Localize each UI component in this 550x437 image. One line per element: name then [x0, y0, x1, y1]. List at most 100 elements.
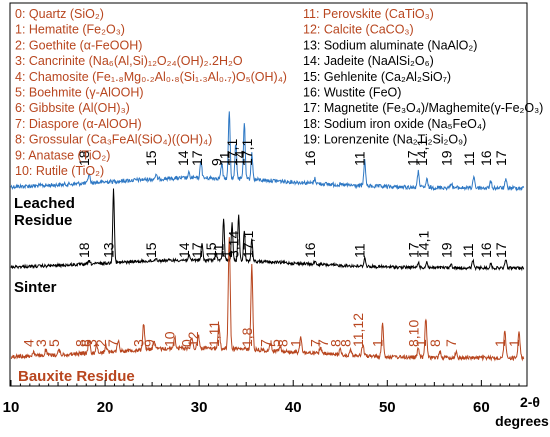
sinter-peak-label: 17 [405, 242, 421, 258]
sinter-peak-label: 11 [460, 243, 476, 258]
leached-peak-label: 14 [231, 150, 247, 166]
legend-entry: 7: Diaspore (α-AlOOH) [15, 117, 142, 131]
leached-peak-label: 17 [493, 150, 509, 166]
legend-entry: 16: Wustite (FeO) [303, 86, 401, 100]
bauxite-peak-label: 3 [131, 339, 147, 347]
series-label-sinter: Sinter [14, 279, 57, 296]
series-label-residue: Residue [14, 212, 72, 229]
bauxite-peak-label: 1 [288, 339, 304, 347]
bauxite-peak-label: 8 [275, 339, 291, 347]
legend-entry: 2: Goethite (α-FeOOH) [15, 38, 142, 52]
series-label-leached: Leached [14, 195, 75, 212]
x-axis-label-line2: degrees [495, 413, 549, 429]
sinter-peak-label: 1 [219, 250, 235, 258]
legend-entry: 19: Lorenzenite (Na₂Ti₂Si₂O₉) [303, 133, 467, 147]
leached-peak-label: 14 [175, 150, 191, 166]
leached-peak-label: 17 [404, 150, 420, 166]
leached-peak-label: 11 [461, 151, 477, 166]
leached-peak-label: 16 [302, 150, 318, 166]
bauxite-peak-label: 8 [327, 339, 343, 347]
leached-peak-label: 17 [189, 150, 205, 166]
legend-entry: 5: Boehmite (γ-AlOOH) [15, 86, 144, 100]
sinter-peak-label: 17 [189, 242, 205, 258]
bauxite-peak-label: 7 [258, 339, 274, 347]
sinter-peak-label: 16 [478, 242, 494, 258]
legend-entry: 13: Sodium aluminate (NaAlO₂) [303, 38, 477, 52]
x-tick-label: 60 [473, 399, 490, 416]
series-label-bauxite: Bauxite Residue [18, 368, 135, 385]
x-tick-label: 50 [379, 399, 396, 416]
legend-entry: 11: Perovskite (CaTiO₃) [303, 7, 434, 21]
x-tick-label: 20 [97, 399, 114, 416]
legend-entry: 1: Hematite (Fe₂O₃) [15, 23, 125, 37]
bauxite-peak-label: 7 [308, 339, 324, 347]
leached-peak-label: 19 [438, 150, 454, 166]
x-tick-label: 30 [191, 399, 208, 416]
bauxite-peak-label: 7 [315, 339, 331, 347]
x-tick-label: 40 [285, 399, 302, 416]
legend-entry: 14: Jadeite (NaAlSi₂O₆) [303, 54, 434, 68]
bauxite-peak-label: 1 [413, 339, 429, 347]
leached-peak-label: 9 [209, 158, 225, 166]
bauxite-peak-label: 4 [21, 339, 37, 347]
bauxite-peak-label: 6 [78, 339, 94, 347]
bauxite-peak-label: 5 [46, 339, 62, 347]
sinter-peak-label: 16 [302, 242, 318, 258]
leached-peak-label: 14,1 [414, 139, 430, 166]
bauxite-peak-label: 5 [267, 339, 283, 347]
bauxite-peak-label: 1,11 [206, 321, 222, 347]
bauxite-peak-label: 1,8 [239, 327, 255, 347]
sinter-peak-label: 18 [76, 242, 92, 258]
bauxite-peak-label: 1 [506, 339, 522, 347]
legend-entry: 8: Grossular (Ca₃FeAl(SiO₄)((OH)₄) [15, 133, 212, 147]
x-tick-label: 10 [3, 399, 20, 416]
leached-peak-label: 17,1 [239, 139, 255, 166]
x-axis-label-line1: 2-θ [520, 394, 540, 410]
sinter-peak-label: 3,14 [226, 231, 242, 258]
sinter-peak-label: 13 [101, 242, 117, 258]
leached-peak-label: 16 [478, 150, 494, 166]
legend-entry: 9: Anatase (TiO₂) [15, 148, 110, 162]
sinter-trace [10, 188, 525, 272]
leached-peak-label: 11 [216, 151, 232, 166]
plot-frame [9, 2, 528, 387]
legend-entry: 3: Cancrinite (Na₆(Al,Si)₁₂O₂₄(OH)₂.2H₂O [15, 54, 243, 68]
sinter-peak-label: 11 [211, 243, 227, 258]
bauxite-peak-label: 8 [427, 339, 443, 347]
bauxite-peak-label: 9 [141, 339, 157, 347]
bauxite-peak-label: 10 [162, 331, 178, 347]
legend-entry: 0: Quartz (SiO₂) [15, 7, 104, 21]
bauxite-peak-label: 11,12 [350, 313, 366, 347]
bauxite-peak-label: 12 [185, 331, 201, 347]
bauxite-peak-label: 1 [492, 339, 508, 347]
bauxite-peak-label: 2 [93, 339, 109, 347]
legend-entry: 10: Rutile (TiO₂) [15, 164, 104, 178]
sinter-peak-label: 15 [143, 242, 159, 258]
bauxite-peak-label: 7 [443, 339, 459, 347]
sinter-peak-label: 17,1 [240, 231, 256, 258]
legend-entry: 18: Sodium iron oxide (Na₅FeO₄) [303, 117, 486, 131]
bauxite-residue-trace [10, 237, 525, 362]
legend-entry: 6: Gibbsite (Al(OH)₃) [15, 101, 130, 115]
sinter-peak-label: 11 [352, 243, 368, 258]
sinter-peak-label: 15 [203, 242, 219, 258]
bauxite-peak-label: 8,10 [405, 320, 421, 347]
sinter-peak-label: 19 [438, 242, 454, 258]
bauxite-peak-label: 1 [370, 339, 386, 347]
bauxite-peak-label: 7 [105, 339, 121, 347]
sinter-peak-label: 14,1 [416, 231, 432, 258]
bauxite-peak-label: 8 [72, 339, 88, 347]
sinter-peak-label: 14 [176, 242, 192, 258]
leached-peak-label: 15 [143, 150, 159, 166]
sinter-peak-label: 17 [493, 242, 509, 258]
legend-entry: 17: Magnetite (Fe₃O₄)/Maghemite(γ-Fe₂O₃) [303, 101, 543, 115]
legend-entry: 4: Chamosite (Fe₁.₈Mg₀.₂Al₀.₈(Si₁.₃Al₀.₇… [15, 70, 287, 84]
bauxite-peak-label: 3 [84, 339, 100, 347]
bauxite-peak-label: 0 [179, 339, 195, 347]
leached-peak-label: 18 [76, 150, 92, 166]
bauxite-peak-label: 3 [33, 339, 49, 347]
legend-entry: 15: Gehlenite (Ca₂Al₂SiO₇) [303, 70, 451, 84]
leached-residue-trace [10, 111, 525, 192]
leached-peak-label: 11 [352, 151, 368, 166]
